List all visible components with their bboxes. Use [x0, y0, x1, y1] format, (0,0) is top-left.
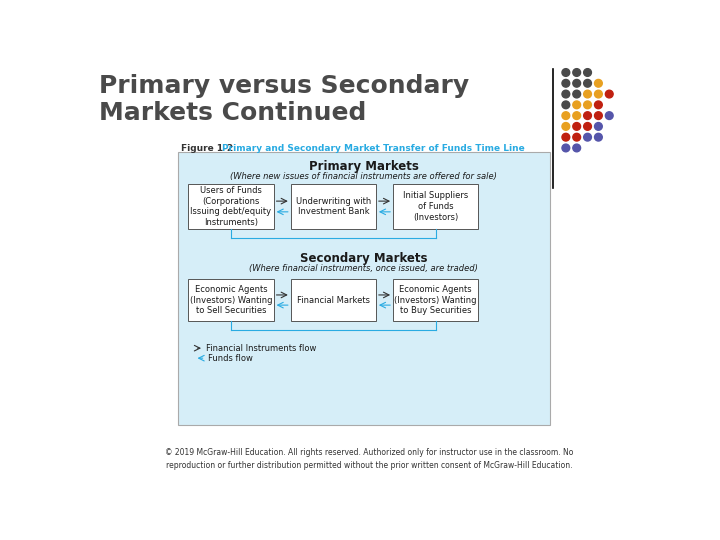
Circle shape	[595, 79, 602, 87]
Circle shape	[595, 112, 602, 119]
Circle shape	[584, 101, 591, 109]
Circle shape	[573, 123, 580, 130]
Circle shape	[573, 133, 580, 141]
Circle shape	[562, 144, 570, 152]
Circle shape	[562, 90, 570, 98]
Circle shape	[595, 90, 602, 98]
Circle shape	[573, 144, 580, 152]
Circle shape	[584, 79, 591, 87]
Circle shape	[584, 123, 591, 130]
Circle shape	[584, 90, 591, 98]
Circle shape	[562, 133, 570, 141]
Text: (Where financial instruments, once issued, are traded): (Where financial instruments, once issue…	[249, 264, 478, 273]
Circle shape	[573, 101, 580, 109]
Text: Primary and Secondary Market Transfer of Funds Time Line: Primary and Secondary Market Transfer of…	[222, 144, 524, 153]
Circle shape	[562, 79, 570, 87]
FancyBboxPatch shape	[393, 184, 478, 229]
FancyBboxPatch shape	[393, 279, 478, 321]
Circle shape	[595, 123, 602, 130]
Text: Primary Markets: Primary Markets	[309, 159, 418, 172]
Text: Financial Instruments flow: Financial Instruments flow	[206, 343, 317, 353]
Text: Primary versus Secondary
Markets Continued: Primary versus Secondary Markets Continu…	[99, 74, 469, 125]
Circle shape	[573, 79, 580, 87]
FancyBboxPatch shape	[291, 184, 376, 229]
Text: Initial Suppliers
of Funds
(Investors): Initial Suppliers of Funds (Investors)	[403, 191, 468, 222]
FancyBboxPatch shape	[189, 279, 274, 321]
Circle shape	[584, 69, 591, 76]
Circle shape	[595, 101, 602, 109]
Text: Figure 1-2: Figure 1-2	[181, 144, 233, 153]
FancyBboxPatch shape	[291, 279, 376, 321]
Circle shape	[606, 90, 613, 98]
Circle shape	[562, 123, 570, 130]
FancyBboxPatch shape	[178, 152, 549, 425]
Circle shape	[595, 133, 602, 141]
Circle shape	[584, 112, 591, 119]
Text: © 2019 McGraw-Hill Education. All rights reserved. Authorized only for instructo: © 2019 McGraw-Hill Education. All rights…	[165, 448, 573, 470]
Text: (Where new issues of financial instruments are offered for sale): (Where new issues of financial instrumen…	[230, 172, 497, 181]
Text: Economic Agents
(Investors) Wanting
to Sell Securities: Economic Agents (Investors) Wanting to S…	[190, 285, 272, 315]
Circle shape	[562, 69, 570, 76]
Circle shape	[584, 133, 591, 141]
Circle shape	[562, 101, 570, 109]
Text: Economic Agents
(Investors) Wanting
to Buy Securities: Economic Agents (Investors) Wanting to B…	[395, 285, 477, 315]
FancyBboxPatch shape	[189, 184, 274, 229]
Text: Secondary Markets: Secondary Markets	[300, 252, 428, 265]
Text: Financial Markets: Financial Markets	[297, 295, 370, 305]
Circle shape	[573, 90, 580, 98]
Text: Funds flow: Funds flow	[208, 354, 253, 363]
Circle shape	[606, 112, 613, 119]
Circle shape	[573, 69, 580, 76]
Circle shape	[573, 112, 580, 119]
Text: Underwriting with
Investment Bank: Underwriting with Investment Bank	[296, 197, 371, 217]
Text: Users of Funds
(Corporations
Issuing debt/equity
Instruments): Users of Funds (Corporations Issuing deb…	[191, 186, 271, 227]
Circle shape	[562, 112, 570, 119]
